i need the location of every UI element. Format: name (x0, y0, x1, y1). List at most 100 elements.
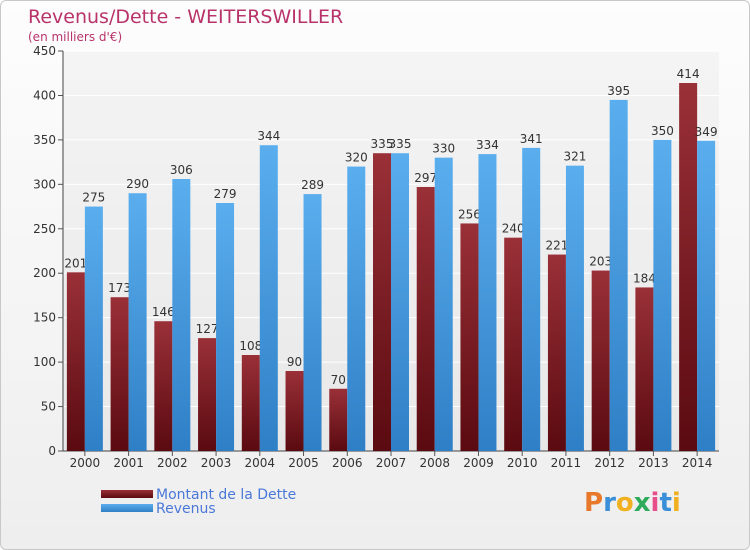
bar-revenus (259, 145, 278, 451)
data-label-dette: 146 (152, 305, 175, 319)
y-tick-label: 50 (41, 400, 56, 414)
data-label-revenus: 275 (82, 191, 105, 205)
bar-revenus (697, 140, 716, 451)
bar-dette (504, 237, 523, 451)
y-tick-label: 250 (33, 222, 56, 236)
bar-dette (154, 321, 173, 451)
data-label-dette: 201 (64, 256, 87, 270)
bar-dette (198, 338, 217, 451)
data-label-revenus: 395 (607, 84, 630, 98)
logo-letter: i (650, 488, 660, 518)
bar-revenus (478, 154, 497, 451)
bar-revenus (653, 139, 672, 451)
data-label-dette: 203 (589, 255, 612, 269)
bar-dette (679, 83, 698, 451)
x-tick-label: 2011 (551, 456, 582, 470)
data-label-revenus: 279 (214, 187, 237, 201)
y-tick-label: 100 (33, 355, 56, 369)
data-label-dette: 70 (331, 373, 346, 387)
data-label-dette: 256 (458, 207, 481, 221)
bar-dette (241, 355, 260, 451)
logo-letter: t (659, 488, 672, 518)
data-label-revenus: 335 (389, 137, 412, 151)
y-tick-label: 450 (33, 44, 56, 58)
bar-revenus (434, 157, 453, 451)
data-label-revenus: 349 (695, 125, 718, 139)
y-tick-label: 0 (48, 444, 56, 458)
bar-dette (373, 153, 391, 451)
data-label-revenus: 320 (345, 151, 368, 165)
bar-revenus (128, 193, 147, 451)
data-label-revenus: 350 (651, 124, 674, 138)
bar-revenus (84, 206, 103, 451)
x-tick-label: 2012 (594, 456, 625, 470)
y-tick-label: 400 (33, 88, 56, 102)
bar-dette (329, 388, 348, 451)
logo-letter: r (603, 488, 616, 518)
data-label-revenus: 341 (520, 132, 543, 146)
bar-dette (635, 287, 654, 451)
bar-revenus (172, 179, 191, 451)
data-label-dette: 221 (545, 239, 568, 253)
bar-revenus (303, 194, 322, 451)
data-label-revenus: 330 (432, 142, 455, 156)
x-tick-label: 2003 (201, 456, 232, 470)
data-label-dette: 335 (371, 137, 394, 151)
x-tick-label: 2000 (70, 456, 101, 470)
logo-letter: x (633, 488, 651, 518)
bar-dette (416, 187, 435, 451)
x-tick-label: 2002 (157, 456, 188, 470)
x-tick-label: 2009 (463, 456, 494, 470)
bar-dette (547, 254, 566, 451)
y-tick-label: 200 (33, 266, 56, 280)
y-tick-label: 300 (33, 177, 56, 191)
bar-dette (460, 223, 479, 451)
legend-label-dette: Montant de la Dette (156, 487, 297, 503)
bar-revenus (609, 99, 628, 451)
x-tick-label: 2014 (682, 456, 713, 470)
x-tick-label: 2013 (638, 456, 669, 470)
logo-letter: i (671, 488, 681, 518)
x-tick-label: 2008 (419, 456, 450, 470)
data-label-dette: 108 (239, 339, 262, 353)
data-label-dette: 414 (677, 67, 700, 81)
legend-swatch-revenus (101, 504, 153, 512)
data-label-dette: 127 (196, 322, 219, 336)
data-label-revenus: 290 (126, 177, 149, 191)
bar-dette (66, 272, 85, 451)
logo-letter: o (615, 488, 634, 518)
bar-revenus (216, 203, 235, 451)
legend-swatch-dette (101, 490, 153, 498)
bar-dette (591, 270, 610, 451)
bar-revenus (347, 166, 366, 452)
bar-dette (110, 297, 129, 451)
y-tick-label: 350 (33, 133, 56, 147)
x-tick-label: 2006 (332, 456, 363, 470)
data-label-revenus: 306 (170, 163, 193, 177)
chart-subtitle: (en milliers d'€) (28, 30, 123, 44)
data-label-dette: 184 (633, 271, 656, 285)
legend-label-revenus: Revenus (156, 501, 216, 517)
proxiti-logo: Proxiti (584, 488, 681, 518)
data-label-revenus: 344 (257, 129, 280, 143)
chart-title: Revenus/Dette - WEITERSWILLER (28, 6, 344, 28)
data-label-dette: 90 (287, 355, 302, 369)
logo-letter: P (584, 488, 604, 518)
data-label-revenus: 321 (563, 150, 586, 164)
x-tick-label: 2001 (113, 456, 144, 470)
bar-revenus (391, 153, 409, 451)
bar-revenus (565, 165, 584, 451)
x-tick-label: 2010 (507, 456, 538, 470)
data-label-revenus: 334 (476, 138, 499, 152)
data-label-dette: 240 (502, 222, 525, 236)
data-label-dette: 173 (108, 281, 131, 295)
data-label-revenus: 289 (301, 178, 324, 192)
x-tick-label: 2004 (245, 456, 276, 470)
x-tick-label: 2007 (376, 456, 407, 470)
y-tick-label: 150 (33, 311, 56, 325)
data-label-dette: 297 (414, 171, 437, 185)
x-tick-label: 2005 (288, 456, 319, 470)
bar-dette (285, 371, 304, 451)
